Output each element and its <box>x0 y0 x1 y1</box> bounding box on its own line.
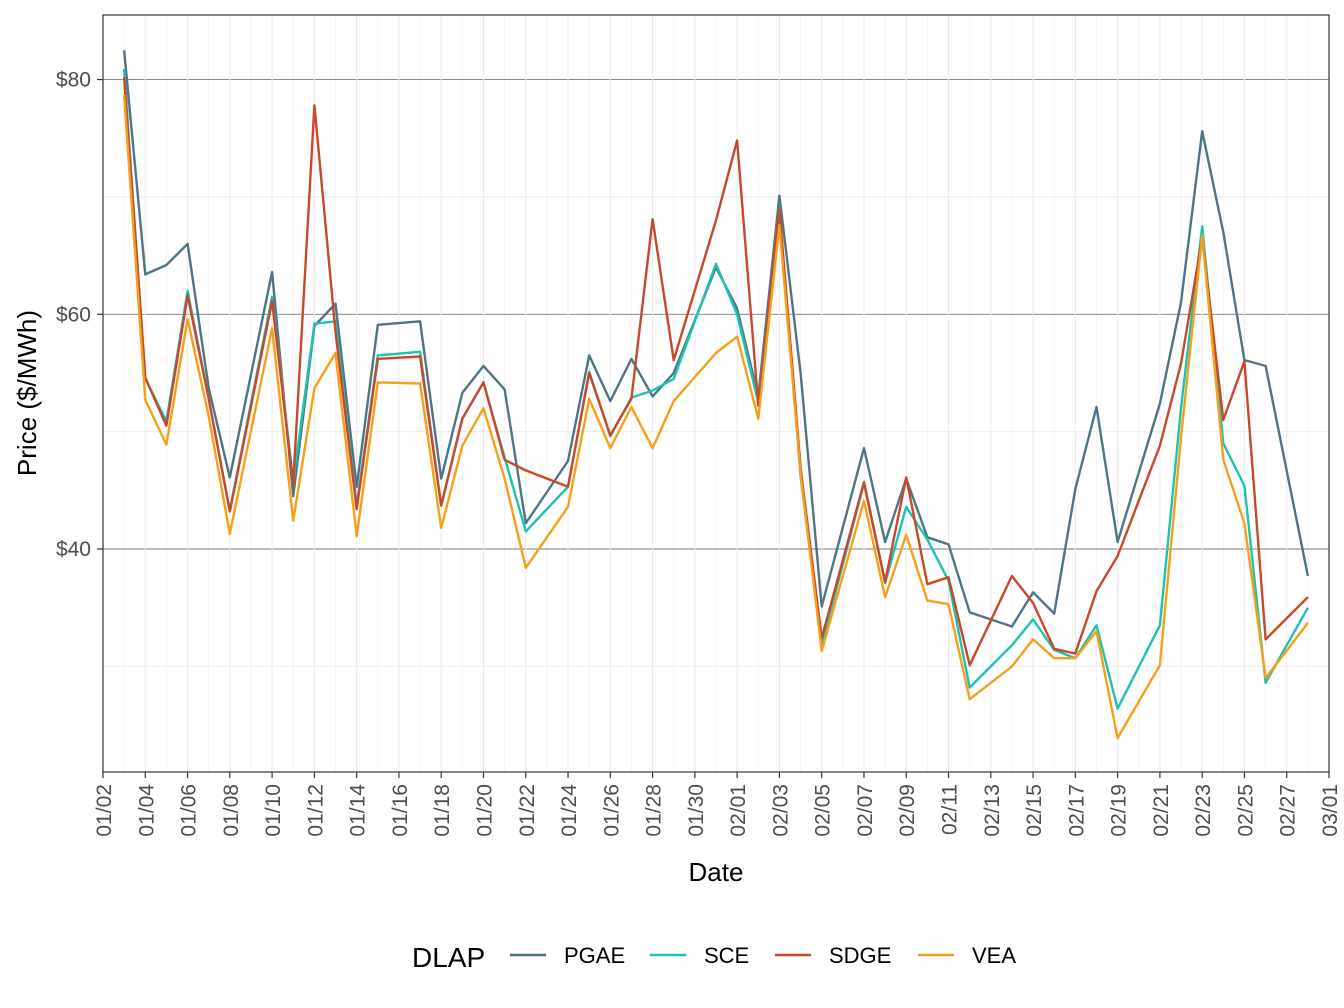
x-tick-label: 01/20 <box>473 784 496 837</box>
x-tick-label: 02/01 <box>727 784 750 837</box>
legend-items: PGAE SCE SDGE VEA <box>510 943 1016 968</box>
x-tick-label: 02/25 <box>1234 784 1257 837</box>
x-tick-label: 02/15 <box>1023 784 1046 837</box>
x-tick-label: 01/02 <box>93 784 116 837</box>
x-tick-label: 01/24 <box>558 784 581 837</box>
x-tick-label: 01/04 <box>135 784 158 837</box>
x-tick-label: 02/23 <box>1192 784 1215 837</box>
x-tick-label: 02/19 <box>1108 784 1131 837</box>
x-tick-labels: 01/02 01/04 01/06 01/08 01/10 01/12 01/14 01/16… <box>93 784 1342 837</box>
x-tick-label: 01/14 <box>347 784 370 837</box>
x-tick-label: 01/18 <box>431 784 454 837</box>
y-axis-title: Price ($/MWh) <box>12 310 42 476</box>
series-line-sce <box>122 68 1309 710</box>
legend-label-pgae: PGAE <box>564 943 625 968</box>
y-tick-label: $60 <box>56 303 91 326</box>
x-tick-label: 01/12 <box>304 784 327 837</box>
x-axis-title: Date <box>689 857 744 887</box>
x-tick-label: 03/01 <box>1319 784 1342 837</box>
x-tick-label: 01/16 <box>389 784 412 837</box>
x-tick-label: 02/17 <box>1065 784 1088 837</box>
series-line-sdge <box>122 77 1309 667</box>
x-tick-label: 01/10 <box>262 784 285 837</box>
series-line-vea <box>122 94 1309 740</box>
x-tick-label: 02/21 <box>1150 784 1173 837</box>
legend-title: DLAP <box>412 942 485 973</box>
legend-label-sce: SCE <box>704 943 749 968</box>
x-tick-label: 02/11 <box>939 784 962 835</box>
x-tick-label: 02/05 <box>812 784 835 837</box>
x-tick-label: 02/07 <box>854 784 877 837</box>
x-tick-label: 01/22 <box>516 784 539 837</box>
x-tick-label: 01/26 <box>600 784 623 837</box>
minor-gridlines <box>103 15 1329 772</box>
x-tick-label: 01/06 <box>178 784 201 837</box>
series-lines <box>122 50 1310 740</box>
legend: DLAP PGAE SCE SDGE VEA <box>412 942 1016 973</box>
plot-panel-border <box>102 14 1330 773</box>
x-tick-label: 02/09 <box>896 784 919 837</box>
x-tick-label: 01/28 <box>643 784 666 837</box>
x-tick-label: 02/13 <box>981 784 1004 837</box>
y-tick-label: $40 <box>56 538 91 561</box>
y-tick-labels: $40 $60 $80 <box>56 69 91 561</box>
y-tick-label: $80 <box>56 69 91 92</box>
x-tick-label: 02/03 <box>769 784 792 837</box>
legend-label-vea: VEA <box>972 943 1016 968</box>
major-gridlines <box>102 15 1330 772</box>
x-tick-label: 02/27 <box>1277 784 1300 837</box>
x-tick-label: 01/30 <box>685 784 708 837</box>
axis-ticks <box>97 78 1330 778</box>
x-tick-label: 01/08 <box>220 784 243 837</box>
legend-label-sdge: SDGE <box>829 943 891 968</box>
